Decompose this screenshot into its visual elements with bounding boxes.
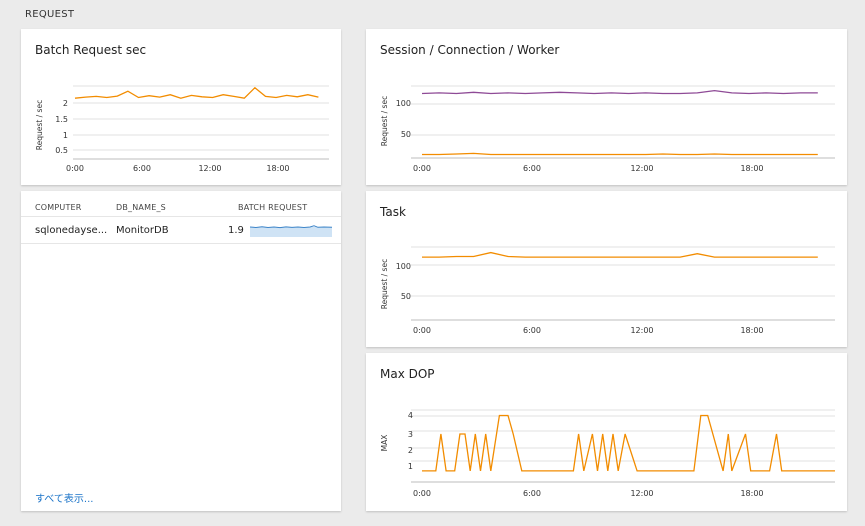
x-tick-label: 6:00 xyxy=(523,164,541,173)
x-tick-label: 6:00 xyxy=(523,489,541,498)
cell-computer: sqlonedayse... xyxy=(35,225,108,236)
x-tick-label: 18:00 xyxy=(740,489,763,498)
card-title: Session / Connection / Worker xyxy=(380,43,560,57)
card-title: Batch Request sec xyxy=(35,43,147,57)
y-tick-label: 2 xyxy=(408,446,413,455)
batch-request-chart: Request / sec 2 1.5 1 0.5 0:00 6:00 12:0… xyxy=(35,85,329,173)
header-divider xyxy=(21,216,341,217)
session-connection-worker-card[interactable]: Session / Connection / Worker Request / … xyxy=(366,29,847,185)
x-tick-label: 18:00 xyxy=(740,164,763,173)
series-line xyxy=(421,89,818,95)
sparkline xyxy=(250,225,332,237)
max-dop-chart: MAX 4 3 2 1 0:00 6:00 12:00 18:00 xyxy=(380,409,835,498)
series-layer xyxy=(422,414,835,472)
y-axis-title: Request / sec xyxy=(35,100,44,150)
y-tick-label: 100 xyxy=(396,262,411,271)
y-tick-label: 50 xyxy=(401,130,411,139)
x-tick-label: 12:00 xyxy=(630,326,653,335)
x-tick-label: 6:00 xyxy=(133,164,151,173)
series-line xyxy=(74,86,319,99)
column-header-batch-request[interactable]: BATCH REQUEST xyxy=(238,203,308,212)
batch-request-card[interactable]: Batch Request sec Request / sec 2 1.5 1 … xyxy=(21,29,341,185)
y-tick-label: 1 xyxy=(408,462,413,471)
y-tick-label: 100 xyxy=(396,99,411,108)
series-layer xyxy=(421,89,818,156)
series-line xyxy=(422,414,835,472)
card-title: Task xyxy=(380,205,406,219)
cell-batch-value: 1.9 xyxy=(228,225,244,236)
table-row[interactable]: sqlonedayse... MonitorDB 1.9 xyxy=(21,217,341,243)
y-tick-label: 0.5 xyxy=(55,146,68,155)
y-axis-title: Request / sec xyxy=(380,96,389,146)
series-layer xyxy=(74,86,319,99)
request-table-card: COMPUTER DB_NAME_S BATCH REQUEST sqloned… xyxy=(21,191,341,511)
y-axis-title: MAX xyxy=(380,435,389,452)
x-tick-label: 12:00 xyxy=(198,164,221,173)
column-header-computer[interactable]: COMPUTER xyxy=(35,203,82,212)
sparkline-area xyxy=(250,227,332,237)
y-tick-label: 3 xyxy=(408,430,413,439)
max-dop-card[interactable]: Max DOP MAX 4 3 2 1 0:00 6:00 12:00 18:0… xyxy=(366,353,847,511)
x-tick-label: 0:00 xyxy=(413,164,431,173)
y-tick-label: 4 xyxy=(408,411,413,420)
x-tick-label: 12:00 xyxy=(630,164,653,173)
x-tick-label: 18:00 xyxy=(266,164,289,173)
row-divider xyxy=(21,243,341,244)
cell-db-name: MonitorDB xyxy=(116,225,169,236)
y-tick-label: 1.5 xyxy=(55,115,68,124)
y-tick-label: 50 xyxy=(401,292,411,301)
x-tick-label: 12:00 xyxy=(630,489,653,498)
x-tick-label: 0:00 xyxy=(413,489,431,498)
see-all-link[interactable]: すべて表示... xyxy=(35,494,94,505)
section-title: REQUEST xyxy=(25,9,75,20)
series-line xyxy=(422,152,818,156)
sparkline-line xyxy=(250,225,332,229)
column-header-db-name[interactable]: DB_NAME_S xyxy=(116,203,166,212)
card-title: Max DOP xyxy=(380,367,435,381)
x-tick-label: 0:00 xyxy=(66,164,84,173)
y-axis-title: Request / sec xyxy=(380,259,389,309)
session-chart: Request / sec 100 50 0:00 6:00 12:00 18:… xyxy=(380,85,835,173)
x-tick-label: 18:00 xyxy=(740,326,763,335)
y-tick-label: 2 xyxy=(63,99,68,108)
x-tick-label: 6:00 xyxy=(523,326,541,335)
task-chart: Request / sec 100 50 0:00 6:00 12:00 18:… xyxy=(380,246,835,335)
y-tick-label: 1 xyxy=(63,131,68,140)
series-line xyxy=(422,251,818,258)
x-tick-label: 0:00 xyxy=(413,326,431,335)
task-card[interactable]: Task Request / sec 100 50 0:00 6:00 12:0… xyxy=(366,191,847,347)
series-layer xyxy=(422,251,818,258)
